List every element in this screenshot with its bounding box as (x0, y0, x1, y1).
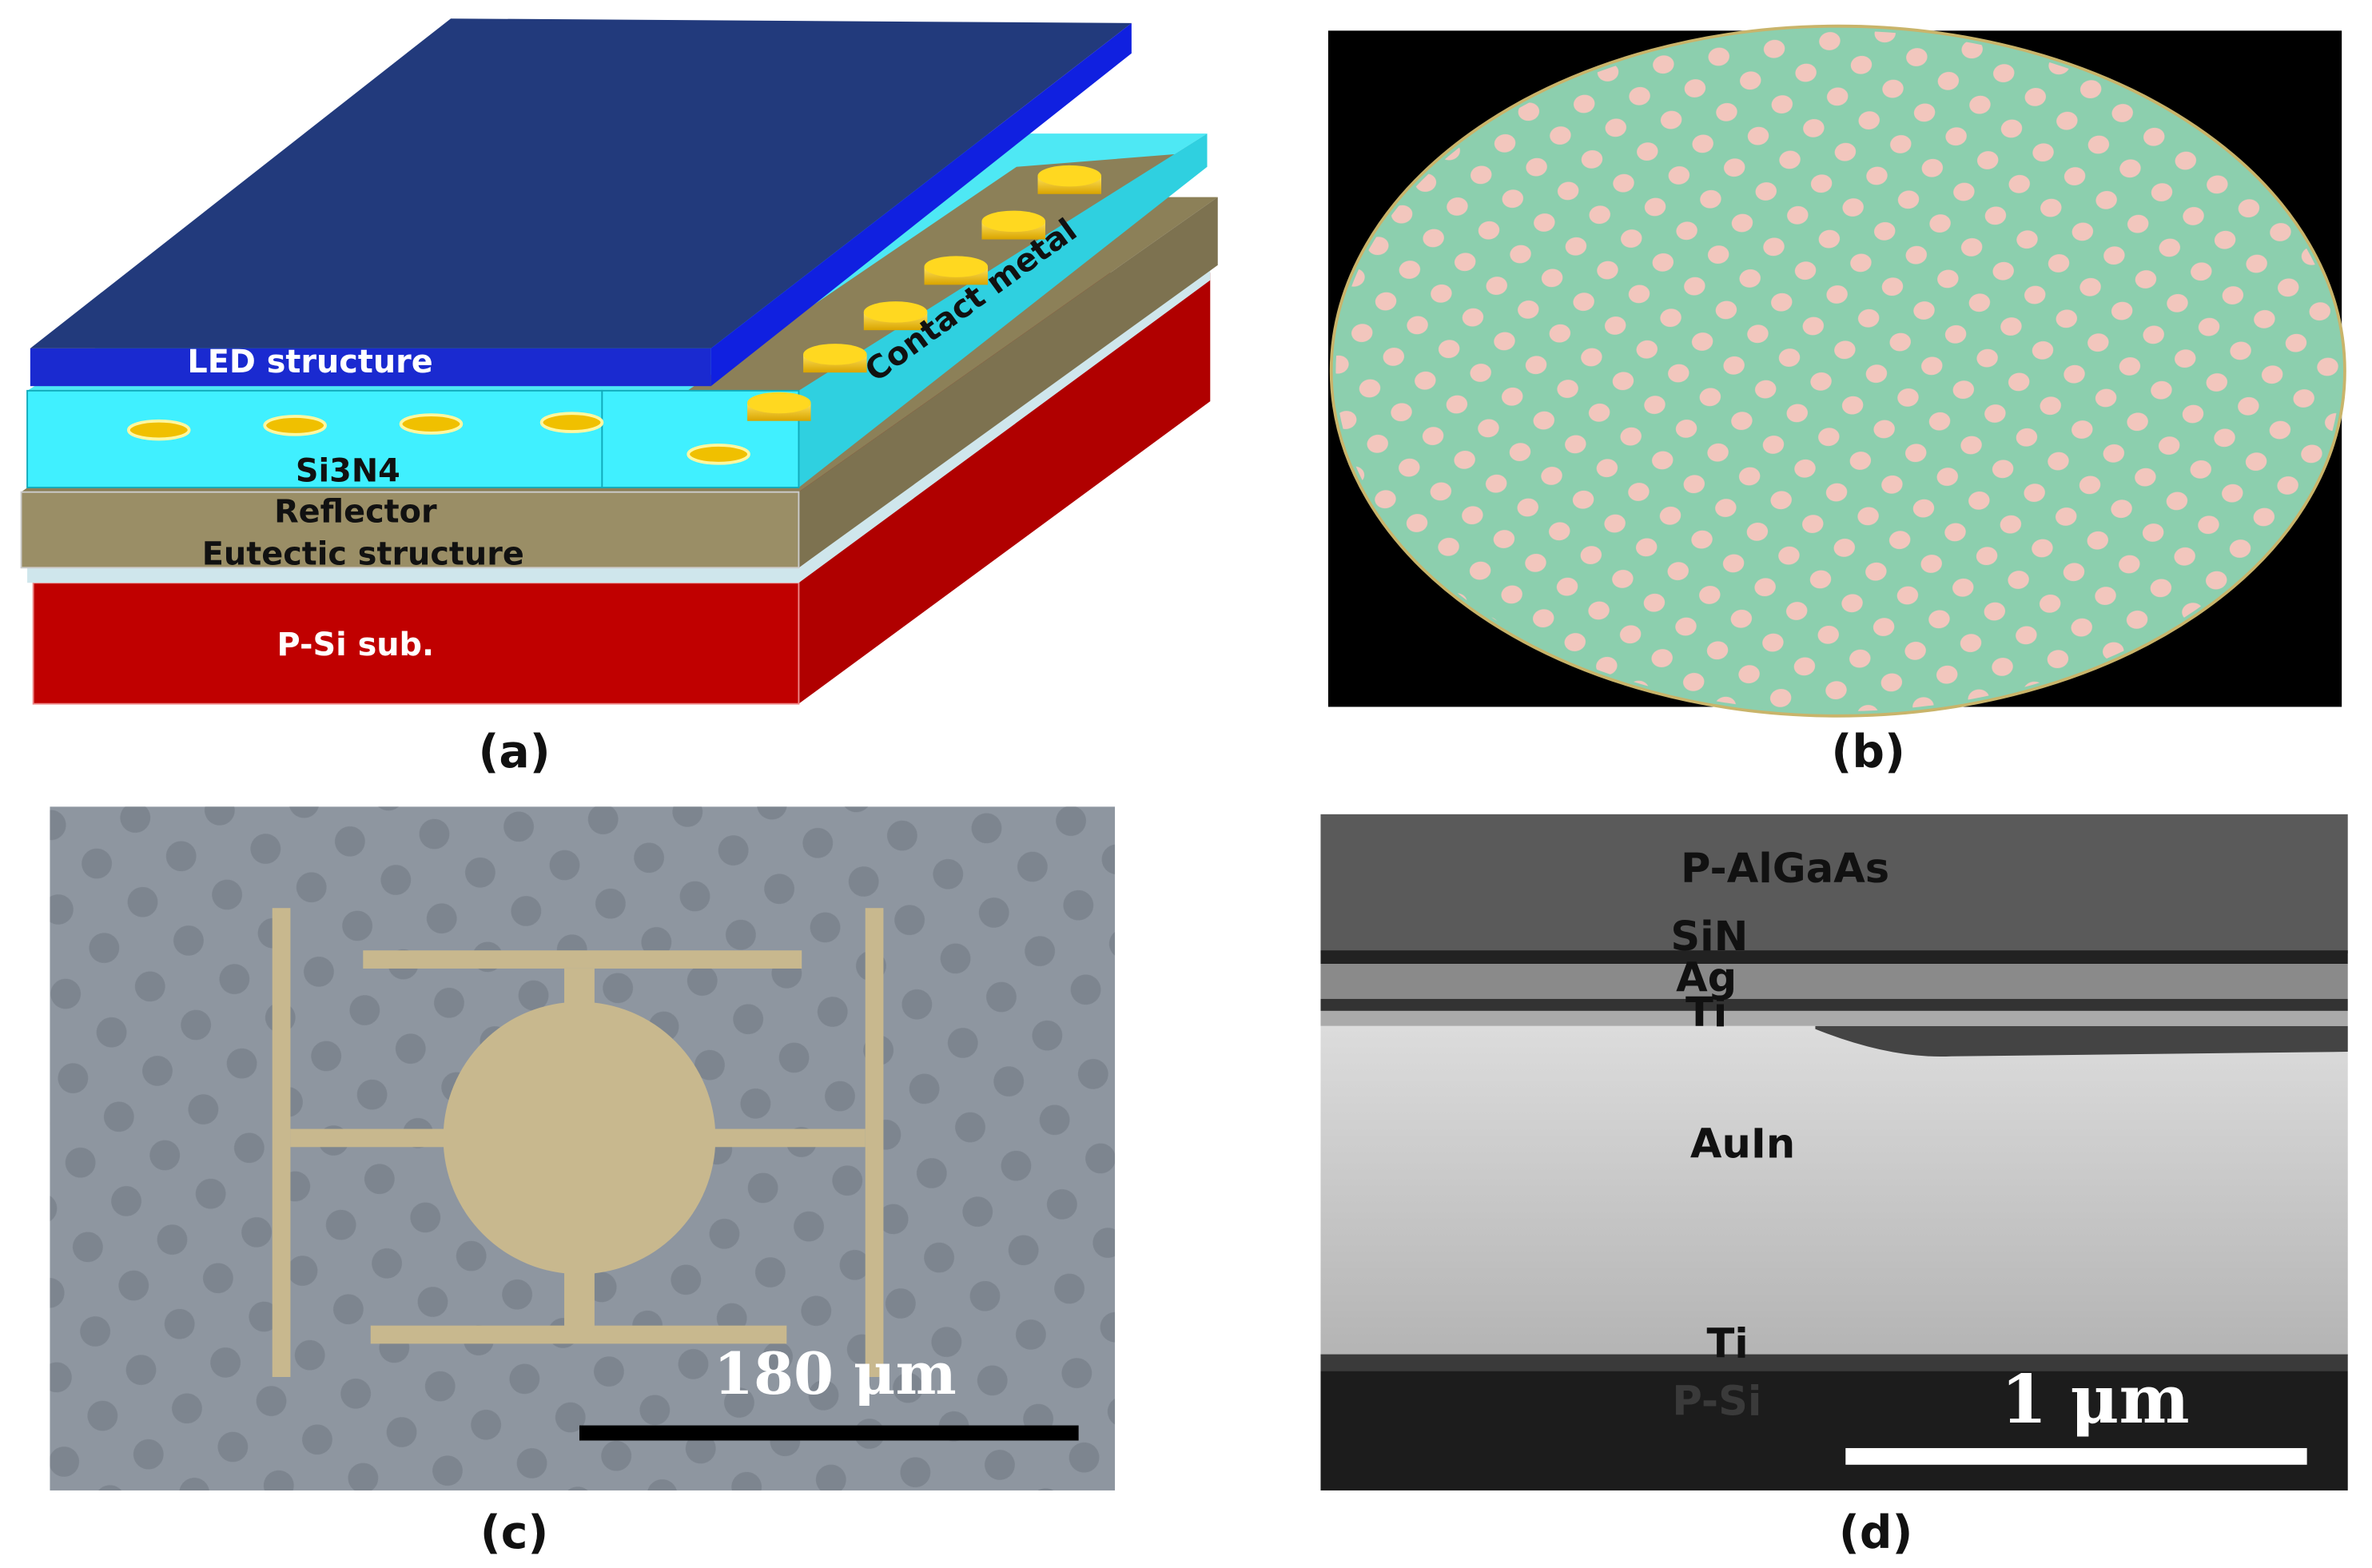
layer (1320, 950, 2348, 965)
scale-bar-label: 1 μm (2001, 1360, 2190, 1439)
reflector-front (20, 491, 800, 569)
layer-label: AuIn (1690, 1121, 1795, 1168)
panel-label: (c) (480, 1506, 549, 1559)
panel-a: LED structure Si3N4 Reflector Eutectic s… (20, 18, 1218, 778)
si3n4-side (798, 133, 1208, 488)
panel-b: (b) (1327, 24, 2346, 778)
scale-bar (1845, 1447, 2307, 1465)
layer-label: P-Si sub. (277, 627, 435, 663)
layer-label: Si3N4 (296, 452, 400, 489)
led-side (710, 22, 1132, 387)
layer (1320, 814, 2348, 953)
layer-label: P-AlGaAs (1681, 846, 1889, 893)
panel-d: P-AlGaAs SiN Ag Ti AuIn Ti P-Si 1 μm (d) (1320, 814, 2348, 1559)
panel-label: (d) (1839, 1506, 1913, 1559)
layer (1320, 998, 2348, 1011)
layer-label: P-Si (1672, 1378, 1761, 1425)
panel-label: (a) (478, 726, 550, 778)
si3n4-front (26, 389, 603, 488)
layer-label: Ti (1685, 989, 1727, 1037)
led-front (30, 348, 711, 387)
layer (1320, 964, 2348, 999)
panel-label: (b) (1831, 726, 1905, 778)
layer (1320, 1025, 2348, 1356)
scale-bar-label: 180 μm (714, 1339, 957, 1407)
substrate-side (798, 273, 1211, 704)
layer (1320, 1010, 2348, 1026)
void (1815, 1025, 2348, 1057)
layer-label: SiN (1670, 913, 1748, 961)
reflector-side (798, 197, 1218, 568)
led-top (30, 18, 1132, 348)
layer-label: Eutectic structure (202, 536, 524, 573)
layer (1320, 1354, 2348, 1371)
layer-label: Ti (1706, 1320, 1748, 1367)
substrate-front (32, 582, 800, 705)
si3n4-front-right (601, 389, 800, 488)
contact-coins (747, 165, 1101, 421)
test-pattern (272, 908, 884, 1377)
contact-dots (127, 412, 750, 465)
panel-c: 180 μm (c) (50, 806, 1116, 1559)
layer (1320, 1371, 2348, 1490)
scale-bar (579, 1425, 1079, 1441)
dot-array (1335, 30, 2341, 712)
layer-label: LED structure (187, 344, 432, 380)
layer-label: Ag (1676, 954, 1737, 1001)
layer-label: Reflector (274, 494, 437, 531)
